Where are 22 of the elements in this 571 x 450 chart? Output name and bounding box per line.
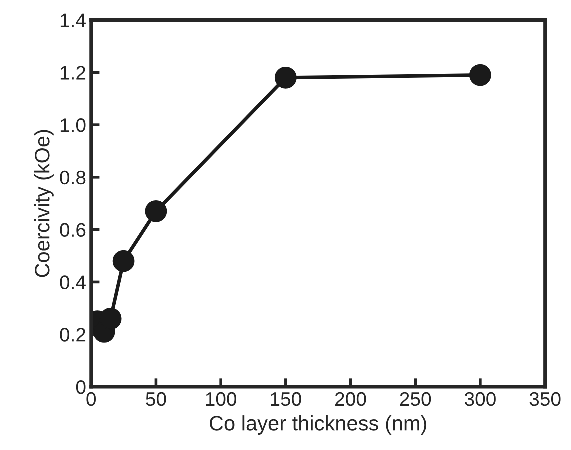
y-tick-label: 0.6 xyxy=(60,223,86,238)
x-tick-label: 50 xyxy=(146,392,166,406)
x-tick-label: 300 xyxy=(464,392,496,406)
y-tick-label: 1.0 xyxy=(60,118,86,132)
point xyxy=(112,250,135,272)
x-tick-label: 250 xyxy=(400,392,432,406)
point xyxy=(274,66,297,89)
x-axis-title: Co layer thickness (nm) xyxy=(210,416,426,435)
x-tick-label: 350 xyxy=(530,392,561,406)
y-tick-label: 0 xyxy=(76,380,86,394)
x-tick-label: 0 xyxy=(86,392,96,406)
y-axis-title: Coercivity (kOe) xyxy=(34,130,54,278)
x-tick-label: 200 xyxy=(336,392,366,406)
x-tick-label: 100 xyxy=(206,392,237,406)
y-tick-label: 0.2 xyxy=(60,328,86,342)
y-tick-label: 1.4 xyxy=(60,14,86,28)
point xyxy=(470,64,492,86)
x-tick-label: 150 xyxy=(271,392,302,406)
point xyxy=(145,200,168,222)
y-tick-label: 0.8 xyxy=(60,170,86,185)
y-tick-label: 0.4 xyxy=(60,276,86,290)
y-tick-label: 1.2 xyxy=(60,66,86,80)
